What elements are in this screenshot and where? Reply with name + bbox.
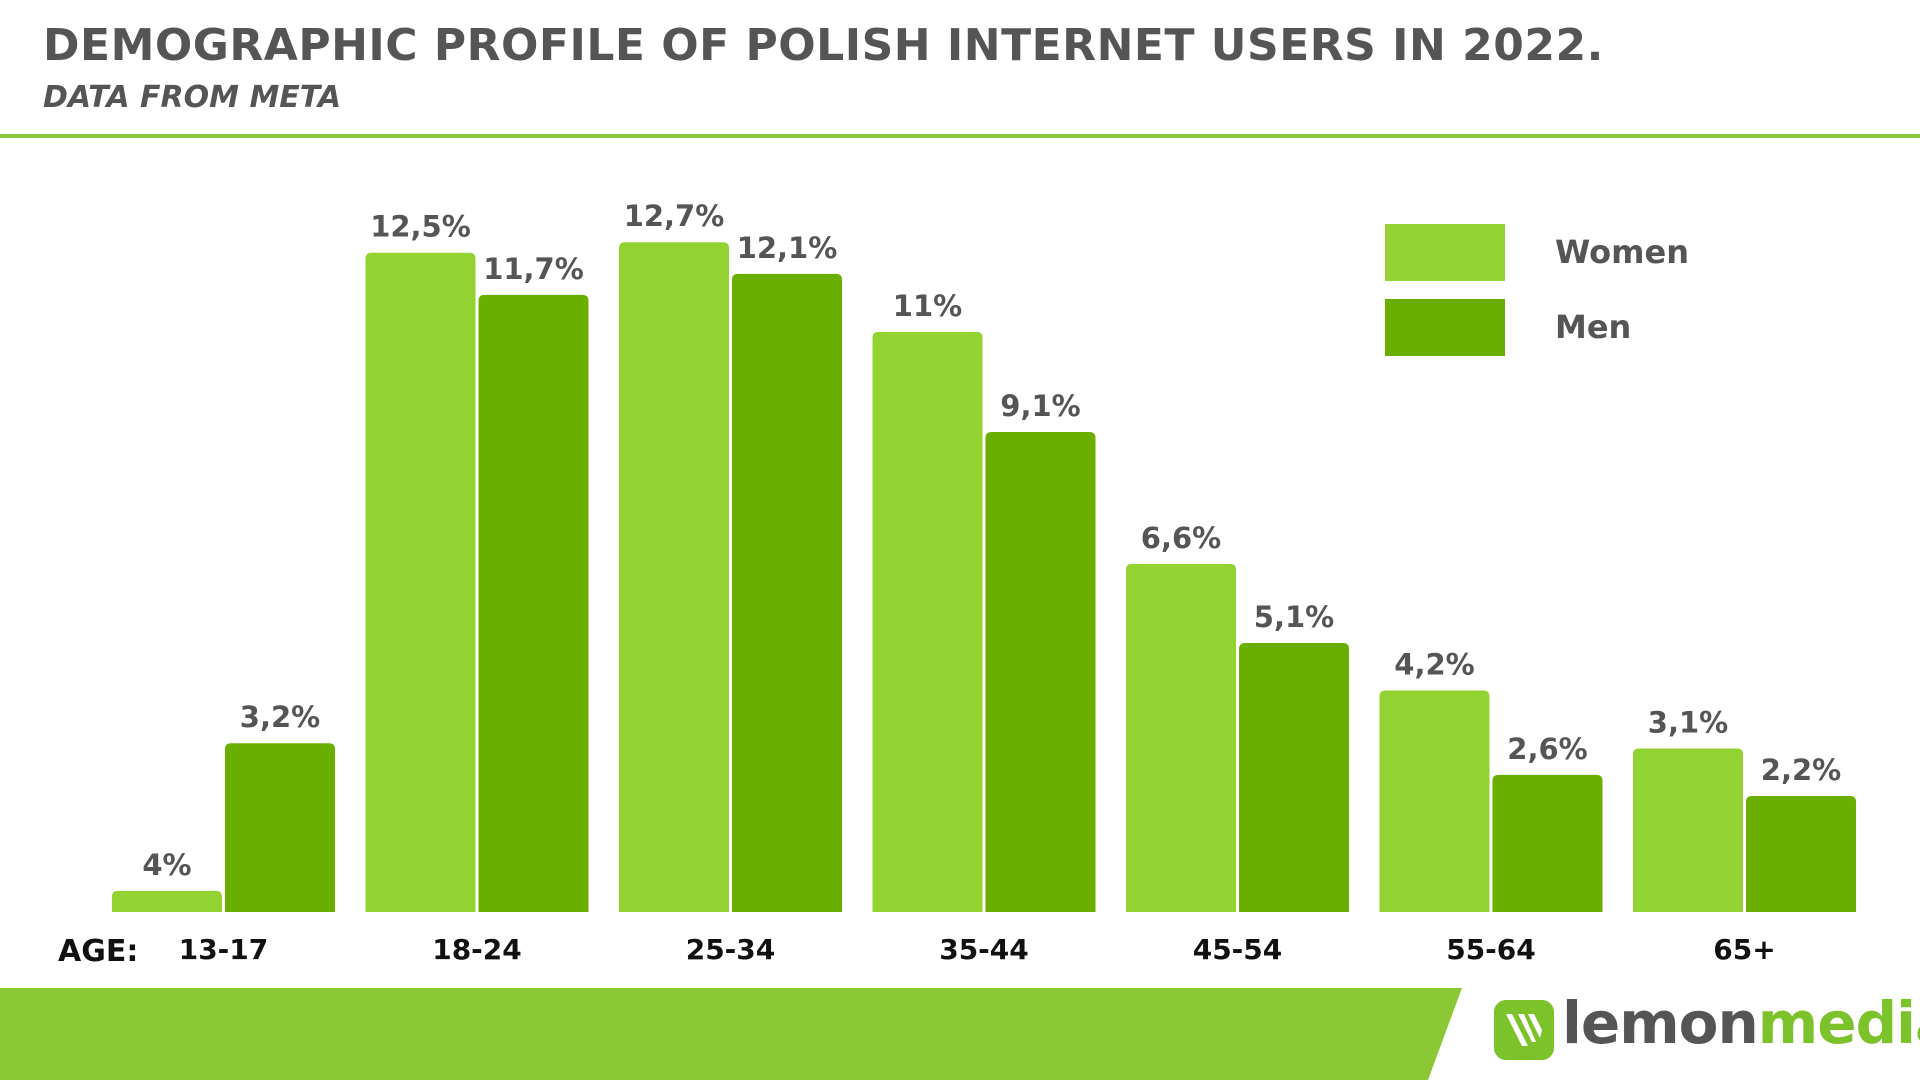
bar-women-13-17 <box>112 890 222 912</box>
data-label-women-45-54: 6,6% <box>1141 521 1221 555</box>
data-label-women-18-24: 12,5% <box>370 210 471 244</box>
bar-women-18-24 <box>365 252 476 913</box>
lemon-media-logo: lemonmedia <box>1492 989 1920 1065</box>
logo-word-media: media <box>1757 989 1920 1057</box>
data-label-women-65+: 3,1% <box>1648 706 1728 740</box>
bar-women-65+ <box>1633 748 1743 912</box>
x-tick-label-35-44: 35-44 <box>939 933 1029 966</box>
bar-men-45-54 <box>1239 643 1349 912</box>
data-label-men-35-44: 9,1% <box>1000 389 1080 423</box>
x-axis-label: AGE: <box>58 934 138 969</box>
title-divider <box>0 134 1920 138</box>
bar-men-13-17 <box>225 743 335 912</box>
bar-women-35-44 <box>872 331 983 913</box>
bar-men-35-44 <box>985 432 1096 912</box>
footer-green-band <box>0 988 1462 1080</box>
bar-men-25-34 <box>732 273 842 912</box>
x-tick-label-13-17: 13-17 <box>179 933 269 966</box>
data-label-women-35-44: 11% <box>893 289 962 323</box>
data-label-women-13-17: 4% <box>142 848 191 882</box>
bar-chart: 4% 3,2% 13-17 12,5% 11,7% 18-24 12,7% 12,1% 25-3… <box>58 199 1856 969</box>
footer-band <box>0 988 1462 1080</box>
x-tick-label-25-34: 25-34 <box>686 933 776 966</box>
data-label-men-65+: 2,2% <box>1761 753 1841 787</box>
lemon-media-leaf-icon <box>1494 1000 1554 1060</box>
bar-women-25-34 <box>619 242 729 912</box>
x-tick-label-45-54: 45-54 <box>1193 933 1283 966</box>
data-label-women-25-34: 12,7% <box>624 199 725 233</box>
x-tick-label-65+: 65+ <box>1713 933 1775 966</box>
data-label-men-13-17: 3,2% <box>240 700 320 734</box>
legend-swatch-men <box>1385 299 1505 356</box>
logo-word-lemon: lemon <box>1562 989 1759 1057</box>
bar-men-18-24 <box>478 294 589 912</box>
data-label-women-55-64: 4,2% <box>1394 647 1474 681</box>
legend-label-women: Women <box>1555 233 1689 271</box>
bar-men-55-64 <box>1492 774 1603 912</box>
bar-men-65+ <box>1746 795 1856 912</box>
chart-title: DEMOGRAPHIC PROFILE OF POLISH INTERNET U… <box>43 20 1604 71</box>
bar-women-45-54 <box>1126 563 1236 912</box>
chart-subtitle: DATA FROM META <box>43 80 342 115</box>
x-tick-label-18-24: 18-24 <box>432 933 522 966</box>
legend-label-men: Men <box>1555 308 1631 346</box>
logo-wordmark: lemonmedia <box>1562 989 1920 1057</box>
data-label-men-25-34: 12,1% <box>737 231 838 265</box>
x-tick-label-55-64: 55-64 <box>1446 933 1536 966</box>
bar-women-55-64 <box>1379 690 1490 912</box>
legend-swatch-women <box>1385 224 1505 281</box>
data-label-men-18-24: 11,7% <box>483 252 584 286</box>
data-label-men-55-64: 2,6% <box>1507 732 1587 766</box>
data-label-men-45-54: 5,1% <box>1254 600 1334 634</box>
